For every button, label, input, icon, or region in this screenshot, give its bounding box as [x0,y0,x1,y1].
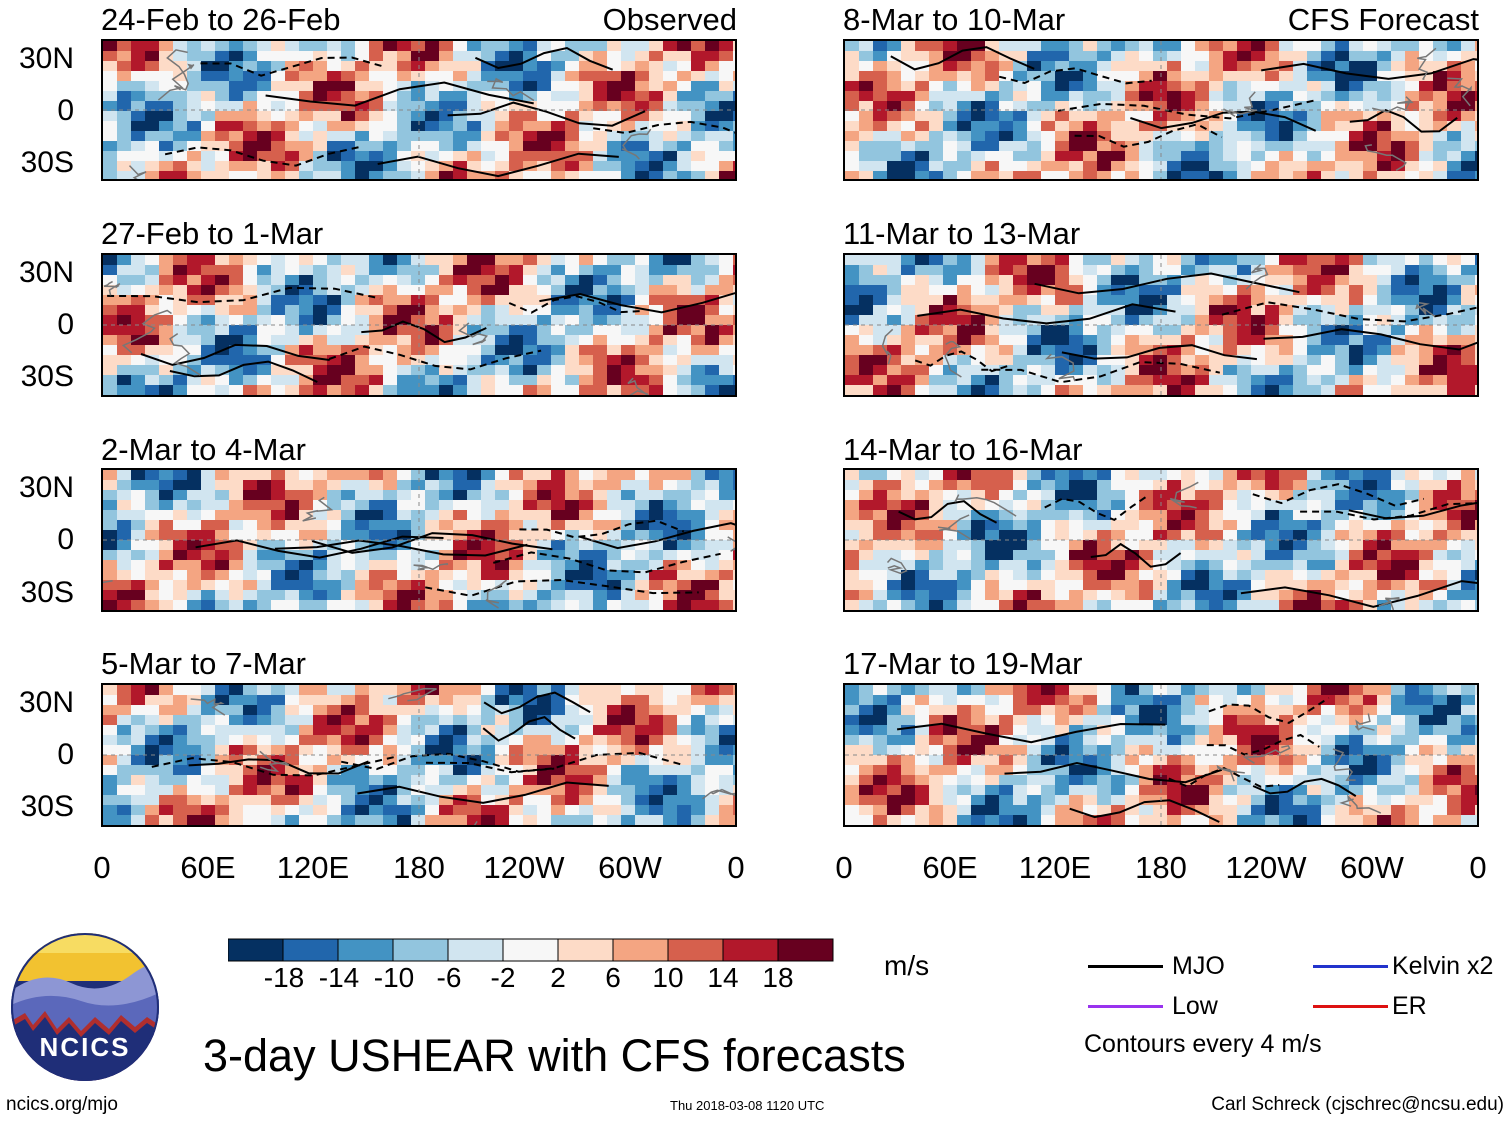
legend-er-label: ER [1392,992,1427,1020]
colorbar-swatch [228,938,284,962]
units-label: m/s [884,950,930,981]
colorbar-tick-label: 6 [605,962,621,993]
panel-title-5: 2-Mar to 4-Mar [101,432,306,467]
lat-label: 0 [57,738,74,771]
observed-label: Observed [602,2,737,37]
main-title: 3-day USHEAR with CFS forecasts [203,1030,906,1081]
colorbar-tick-label: 10 [652,962,684,993]
lon-label: 180 [1135,850,1187,885]
footer-url[interactable]: ncics.org/mjo [6,1094,118,1115]
colorbar-tick-label: -6 [436,962,462,993]
legend-mjo-line [1088,965,1163,968]
colorbar-swatch [777,938,834,962]
map-panel-7 [101,683,737,827]
colorbar-tick-label: 14 [707,962,739,993]
colorbar-swatch [337,938,394,962]
colorbar-swatch [502,938,559,962]
legend-er-line [1313,1005,1388,1008]
lat-label: 30S [20,146,74,179]
lat-label: 30N [18,256,74,289]
colorbar-swatch [392,938,449,962]
legend-low-line [1088,1005,1163,1008]
panel-title-4: 11-Mar to 13-Mar [843,216,1081,251]
lat-label: 30N [18,42,74,75]
colorbar-tick-label: -14 [318,962,360,993]
lon-label: 60E [180,850,236,885]
map-panel-6 [843,468,1479,612]
lat-label: 30S [20,360,74,393]
lon-label: 120E [1018,850,1092,885]
legend-low-label: Low [1172,992,1218,1020]
lon-label: 0 [1469,850,1487,885]
panel-title-1: 24-Feb to 26-Feb [101,2,341,37]
lon-label: 180 [393,850,445,885]
ncics-logo: NCICS [11,933,159,1081]
lon-label: 60E [922,850,978,885]
lon-label: 60W [1340,850,1404,885]
map-panel-1 [101,39,737,181]
footer-author: Carl Schreck (cjschrec@ncsu.edu) [1211,1094,1504,1115]
lon-label: 0 [835,850,853,885]
lon-label: 120W [1225,850,1307,885]
map-panel-2 [843,39,1479,181]
logo-text: NCICS [39,1032,131,1062]
panel-title-2: 8-Mar to 10-Mar [843,2,1066,37]
footer-timestamp: Thu 2018-03-08 1120 UTC [670,1098,825,1113]
colorbar-swatch [612,938,669,962]
map-panel-4 [843,253,1479,397]
panel-title-6: 14-Mar to 16-Mar [843,432,1083,467]
map-panel-5 [101,468,737,612]
lat-label: 0 [57,94,74,127]
lat-label: 30S [20,576,74,609]
lon-label: 120W [483,850,565,885]
colorbar-swatch [557,938,614,962]
map-panel-8 [843,683,1479,827]
legend-kelvin-label: Kelvin x2 [1392,952,1494,980]
lon-label: 0 [93,850,111,885]
colorbar-tick-label: 18 [762,962,794,993]
contour-note: Contours every 4 m/s [1084,1030,1322,1058]
legend-mjo-label: MJO [1172,952,1225,980]
lon-label: 60W [598,850,662,885]
colorbar-tick-label: -18 [263,962,305,993]
lat-label: 30N [18,471,74,504]
lat-label: 0 [57,308,74,341]
lat-label: 30S [20,790,74,823]
colorbar-tick-label: -10 [373,962,415,993]
legend-kelvin-line [1313,965,1388,968]
lon-label: 120E [276,850,350,885]
colorbar-tick-label: -2 [490,962,516,993]
lon-label: 0 [727,850,745,885]
panel-title-7: 5-Mar to 7-Mar [101,646,306,681]
colorbar [228,938,834,962]
lat-label: 0 [57,523,74,556]
colorbar-swatch [722,938,779,962]
cfs-forecast-label: CFS Forecast [1287,2,1479,37]
colorbar-tick-label: 2 [550,962,566,993]
panel-title-3: 27-Feb to 1-Mar [101,216,324,251]
colorbar-swatch [282,938,339,962]
panel-title-8: 17-Mar to 19-Mar [843,646,1083,681]
colorbar-swatch [667,938,724,962]
colorbar-swatch [447,938,504,962]
lat-label: 30N [18,686,74,719]
map-panel-3 [101,253,737,397]
